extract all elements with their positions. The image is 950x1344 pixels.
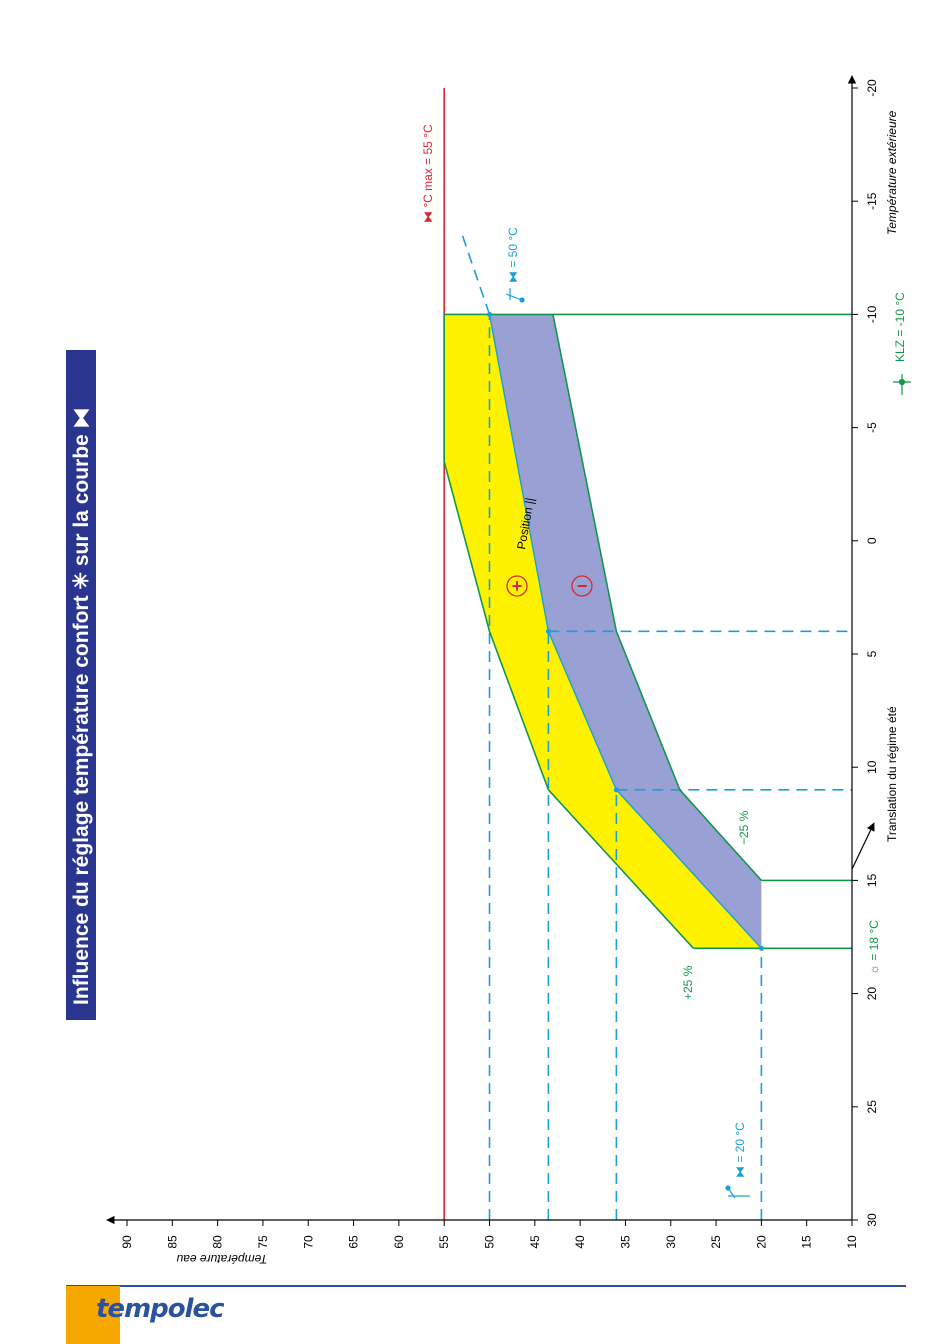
y-tick-label: 90 [120, 1235, 134, 1249]
y-tick-label: 15 [800, 1235, 814, 1249]
x-tick-label: 15 [865, 873, 879, 887]
minus25-label: −25 % [737, 810, 751, 845]
y-tick-label: 60 [392, 1235, 406, 1249]
fifty-label: ⧓ = 50 °C [506, 227, 520, 283]
intersection-dot [613, 787, 619, 793]
series-lines-layer [443, 88, 852, 1220]
series-line-minus25 [552, 314, 762, 881]
x-axis-title-bottom: Translation du régime été [885, 706, 899, 842]
summer-label: ☼ = 18 °C [867, 920, 881, 975]
y-tick-label: 70 [301, 1235, 315, 1249]
y-tick-label: 35 [618, 1235, 632, 1249]
y-tick-label: 10 [845, 1235, 859, 1249]
blue-band [489, 314, 762, 949]
title-banner: Influence du réglage température confort… [66, 350, 96, 1020]
intersection-dot [758, 945, 764, 951]
brand-logo: tempolec [96, 1294, 225, 1324]
y-tick-label: 50 [483, 1235, 497, 1249]
axes-layer: 302520151050-5-10-15-2010152025303540455… [106, 75, 879, 1249]
x-tick-label: -5 [865, 422, 879, 433]
y-tick-label: 85 [165, 1235, 179, 1249]
x-tick-label: -10 [865, 305, 879, 323]
max-temp-label: ⧓ °C max = 55 °C [421, 124, 435, 223]
y-tick-label: 20 [754, 1235, 768, 1249]
yellow-band [444, 314, 762, 949]
y-tick-label: 40 [573, 1235, 587, 1249]
intersection-dot [545, 628, 551, 634]
y-tick-label: 30 [664, 1235, 678, 1249]
x-tick-label: 20 [865, 987, 879, 1001]
x-tick-label: 10 [865, 760, 879, 774]
series-line-plus25 [443, 314, 694, 949]
svg-text:−: − [577, 576, 588, 596]
translation-arrow [851, 822, 875, 870]
plus25-label: +25 % [681, 965, 695, 1000]
thermostat-twenty-icon [725, 1185, 750, 1199]
y-tick-label: 45 [528, 1235, 542, 1249]
thermostat-fifty-icon [505, 288, 525, 303]
guide-lines-layer [461, 234, 852, 1220]
svg-text:+: + [512, 576, 523, 596]
y-tick-label: 55 [437, 1235, 451, 1249]
x-axis-title-top: Température extérieure [885, 110, 899, 235]
y-tick-label: 25 [709, 1235, 723, 1249]
logo-box [66, 1286, 120, 1344]
y-tick-label: 75 [256, 1235, 270, 1249]
footer-line [66, 1285, 906, 1287]
klz-label: KLZ = -10 °C [893, 292, 907, 362]
y-tick-label: 65 [347, 1235, 361, 1249]
minus-sign-icon: − [571, 575, 593, 597]
series-line-position [488, 314, 762, 949]
intersection-dot [487, 311, 492, 317]
x-tick-label: 30 [865, 1213, 879, 1227]
x-tick-label: -20 [865, 79, 879, 97]
plus-sign-icon: + [506, 575, 528, 597]
x-tick-label: 25 [865, 1100, 879, 1114]
fill-layer [444, 314, 762, 949]
klz-arrow-icon [893, 374, 911, 395]
x-tick-label: 0 [865, 537, 879, 544]
chart-title: Influence du réglage température confort… [70, 407, 93, 1005]
twenty-label: ⧓ = 20 °C [733, 1122, 747, 1178]
x-tick-label: -15 [865, 192, 879, 210]
y-axis-title: Température eau [176, 1252, 267, 1266]
fifty-extension [461, 234, 491, 315]
y-tick-label: 80 [211, 1235, 225, 1249]
x-tick-label: 5 [865, 650, 879, 657]
